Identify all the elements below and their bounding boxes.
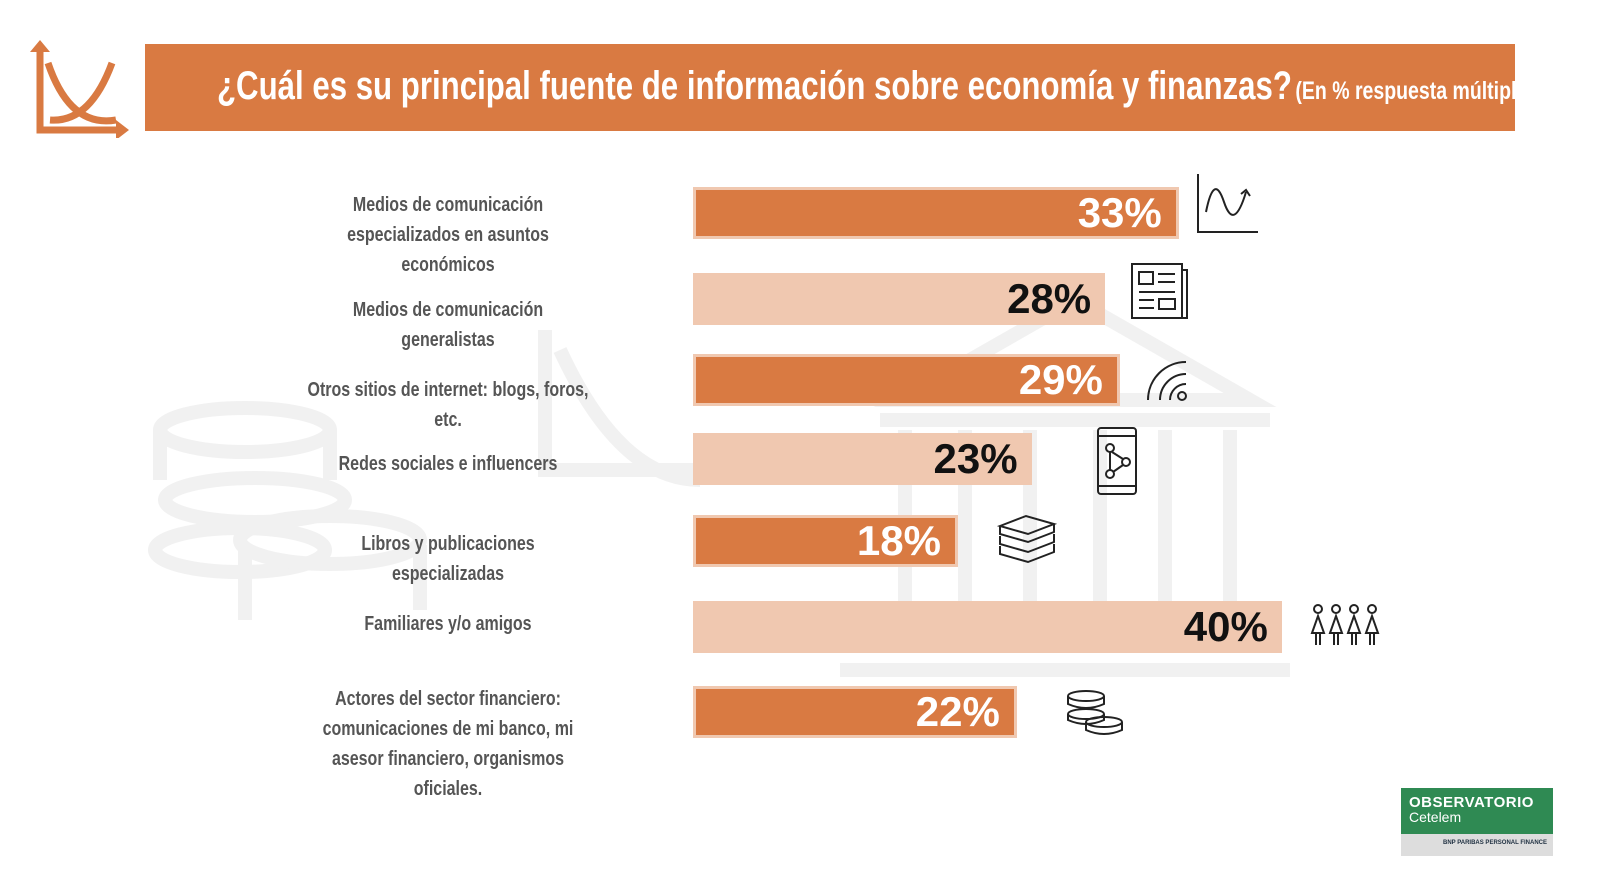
category-label: Otros sitios de internet: blogs, foros, … <box>307 379 589 431</box>
category-label: Familiares y/o amigos <box>364 613 532 635</box>
family-icon <box>1308 603 1382 654</box>
wifi-signal-icon <box>1140 354 1192 411</box>
bar: 18% <box>693 515 958 567</box>
observatorio-cetelem-logo: OBSERVATORIO Cetelem BNP PARIBAS PERSONA… <box>1401 788 1553 856</box>
smartphone-network-icon <box>1096 426 1140 503</box>
chart-wave-icon <box>1196 172 1260 241</box>
data-label: 23% <box>933 435 1018 482</box>
data-label: 22% <box>915 688 1000 735</box>
books-icon <box>996 512 1058 573</box>
title-banner: ¿Cuál es su principal fuente de informac… <box>145 44 1534 131</box>
brand-line2: Cetelem <box>1409 809 1462 825</box>
brand-footer: BNP PARIBAS PERSONAL FINANCE <box>1401 834 1553 856</box>
bar: 40% <box>693 601 1282 653</box>
coins-icon <box>1064 688 1126 745</box>
bar: 33% <box>693 187 1179 239</box>
category-label: Actores del sector financiero: comunicac… <box>322 688 574 800</box>
newspaper-icon <box>1130 262 1190 327</box>
data-label: 18% <box>856 517 941 564</box>
data-label: 40% <box>1183 603 1268 650</box>
category-label: Medios de comunicación especializados en… <box>347 194 549 276</box>
data-label: 28% <box>1007 275 1092 322</box>
bar: 28% <box>693 273 1106 325</box>
bar: 22% <box>693 686 1017 738</box>
chart-subtitle: (En % respuesta múltiple) <box>1295 77 1534 105</box>
category-label: Medios de comunicación generalistas <box>352 299 544 351</box>
bar: 23% <box>693 433 1032 485</box>
chart-logo-icon <box>30 40 129 138</box>
chart-title: ¿Cuál es su principal fuente de informac… <box>217 64 1292 108</box>
brand-line1: OBSERVATORIO <box>1409 794 1534 811</box>
category-label: Libros y publicaciones especializadas <box>361 533 535 585</box>
data-label: 29% <box>1018 356 1103 403</box>
bar: 29% <box>693 354 1120 406</box>
category-label: Redes sociales e influencers <box>338 453 558 475</box>
data-label: 33% <box>1077 189 1162 236</box>
